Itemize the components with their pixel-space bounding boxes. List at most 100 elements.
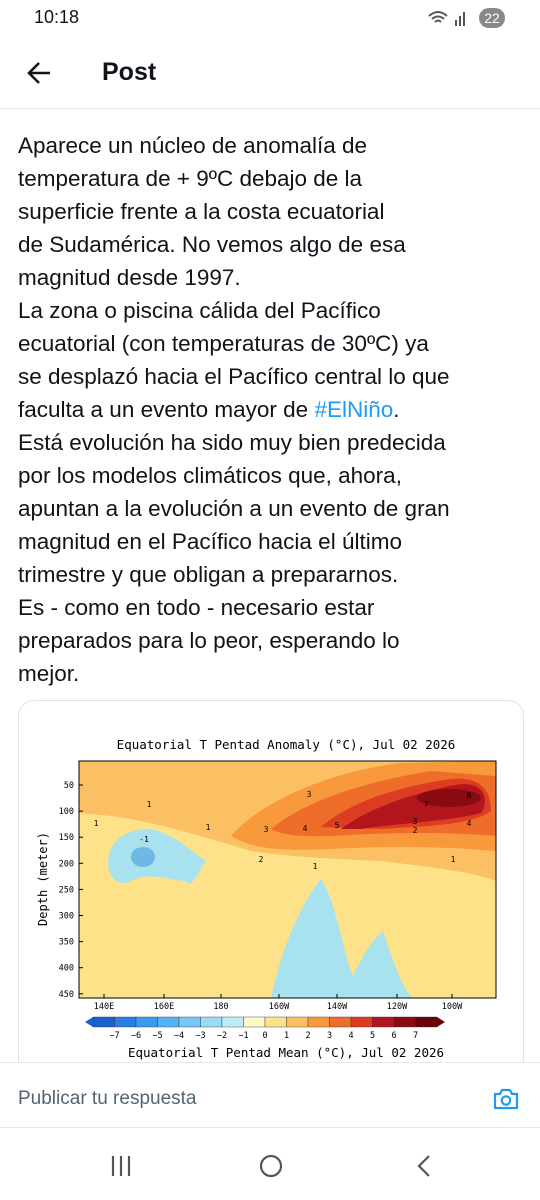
post-line: magnitud desde 1997. [18,265,241,290]
text: faculta a un evento mayor de [18,397,315,422]
post-line: de Sudamérica. No vemos algo de esa [18,232,406,257]
y-tick-label: 150 [59,833,74,843]
colorbar-label: 2 [305,1031,310,1041]
colorbar-end [85,1017,93,1027]
y-tick-label: 50 [64,781,74,791]
x-tick-label: 180 [213,1002,228,1012]
contour-label: 7 [424,800,429,809]
contour-label: 3 [413,817,418,826]
back-button[interactable] [26,60,54,86]
x-tick-label: 140W [327,1002,348,1012]
colorbar-swatch [200,1016,223,1028]
post-line: faculta a un evento mayor de #ElNiño. [18,393,400,426]
contour-label: 4 [303,824,308,833]
colorbar-swatch [415,1016,438,1028]
post-line: por los modelos climáticos que, ahora, [18,463,402,488]
colorbar-label: −4 [174,1031,184,1041]
post-line: preparados para lo peor, esperando lo [18,628,400,653]
colorbar-swatch [350,1016,373,1028]
colorbar-swatch [221,1016,244,1028]
status-icons: 22 [428,8,505,28]
colorbar-swatch [329,1016,352,1028]
colorbar-label: 4 [348,1031,353,1041]
post-line: magnitud en el Pacífico hacia el último [18,529,402,554]
contour-label: 1 [313,862,318,871]
header-title: Post [102,58,157,86]
colorbar-label: −7 [109,1031,119,1041]
y-tick-label: 250 [59,885,74,895]
colorbar-label: −3 [195,1031,205,1041]
text: . [393,397,400,422]
colorbar-label: 0 [262,1031,267,1041]
colorbar-swatch [92,1016,115,1028]
anomaly-map: Equatorial T Pentad Anomaly (°C), Jul 02… [36,737,497,1060]
colorbar-swatch [243,1016,266,1028]
contour-label: 1 [94,819,99,828]
post-line: ecuatorial (con temperaturas de 30ºC) ya [18,331,429,356]
divider [0,108,540,109]
y-tick-label: 350 [59,938,74,948]
contour-label: 3 [307,790,312,799]
map-subtitle: Equatorial T Pentad Mean (°C), Jul 02 20… [128,1045,444,1060]
post-line: trimestre y que obligan a prepararnos. [18,562,399,587]
colorbar-swatch [135,1016,158,1028]
post-line: apuntan a la evolución a un evento de gr… [18,496,450,521]
contour-label: 3 [264,825,269,834]
post-line: mejor. [18,661,80,686]
status-time: 10:18 [34,7,80,27]
y-tick-label: 200 [59,859,74,869]
reply-input[interactable]: Publicar tu respuesta [18,1088,197,1109]
hashtag[interactable]: #ElNiño [314,397,394,422]
colorbar-label: 7 [413,1031,418,1041]
recent-apps[interactable] [111,1156,131,1176]
battery-level: 22 [484,10,500,26]
y-tick-label: 300 [59,912,74,922]
home-button[interactable] [259,1154,283,1178]
contour-label: 4 [467,819,472,828]
back-nav[interactable] [417,1155,430,1177]
post-line: se desplazó hacia el Pacífico central lo… [18,364,450,389]
x-tick-label: 160W [269,1002,290,1012]
image-card[interactable]: Equatorial T Pentad Anomaly (°C), Jul 02… [18,700,524,1102]
colorbar-swatch [178,1016,201,1028]
colorbar-swatch [157,1016,180,1028]
post-line: Es - como en todo - necesario estar [18,595,375,620]
contour-label: 1 [451,855,456,864]
post-line: Aparece un núcleo de anomalía de [18,133,368,158]
colorbar-label: −6 [131,1031,141,1041]
contour-label: 2 [413,826,418,835]
colorbar-label: 1 [284,1031,289,1041]
camera-button[interactable] [492,1087,520,1111]
colorbar-end [437,1017,445,1027]
y-tick-label: 400 [59,964,74,974]
colorbar-label: 6 [391,1031,396,1041]
post-line: superficie frente a la costa ecuatorial [18,199,385,224]
nav-bar [111,1154,430,1178]
y-axis-label: Depth (meter) [36,832,50,926]
post-line: temperatura de + 9ºC debajo de la [18,166,363,191]
contour-label: 8 [467,791,472,800]
colorbar-swatch [264,1016,287,1028]
post-line: Está evolución ha sido muy bien predecid… [18,430,446,455]
colorbar-label: −2 [217,1031,227,1041]
colorbar-swatch [307,1016,330,1028]
map-title: Equatorial T Pentad Anomaly (°C), Jul 02… [117,737,456,752]
y-tick-label: 450 [59,990,74,1000]
reply-bar: Publicar tu respuesta [0,1062,540,1128]
colorbar-swatch [114,1016,137,1028]
colorbar-label: 5 [370,1031,375,1041]
x-tick-label: 120W [387,1002,408,1012]
x-tick-label: 100W [442,1002,463,1012]
x-tick-label: 160E [154,1002,174,1012]
colorbar-swatch [393,1016,416,1028]
contour-label: -1 [139,835,149,844]
contour-label: 1 [147,800,152,809]
post-line: La zona o piscina cálida del Pacífico [18,298,381,323]
colorbar-label: 3 [327,1031,332,1041]
y-tick-label: 100 [59,807,74,817]
colorbar-swatch [286,1016,309,1028]
colorbar-label: −5 [152,1031,162,1041]
contour-label: 2 [259,855,264,864]
colorbar-swatch [372,1016,395,1028]
